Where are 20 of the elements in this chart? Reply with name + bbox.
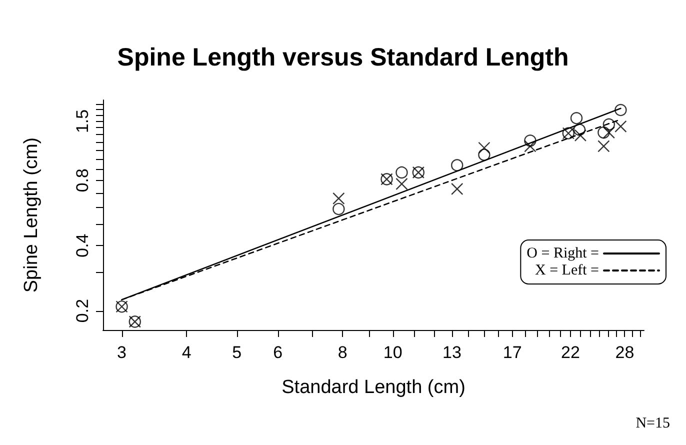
x-tick-label: 8: [338, 343, 348, 362]
y-tick-label: 0.4: [73, 234, 92, 258]
text: N=15: [636, 416, 670, 432]
x-tick-label: 22: [560, 343, 580, 362]
y-axis-title: Spine Length (cm): [21, 137, 42, 293]
y-tick-label: 0.8: [73, 168, 92, 192]
x-tick-label: 4: [182, 343, 192, 362]
y-tick-label: 0.2: [73, 298, 92, 323]
x-tick-label: 13: [442, 343, 462, 362]
legend-label: O = Right =: [526, 246, 599, 262]
y-tick-label: 1.5: [73, 109, 92, 134]
legend-label: X = Left =: [535, 262, 599, 278]
x-tick-label: 6: [273, 343, 283, 362]
x-tick-label: 5: [232, 343, 242, 362]
x-tick-label: 3: [117, 343, 127, 362]
x-tick-label: 28: [615, 343, 634, 362]
x-tick-label: 10: [383, 343, 402, 362]
x-axis-title: Standard Length (cm): [282, 377, 466, 398]
chart-title: Spine Length versus Standard Length: [117, 44, 569, 72]
x-tick-label: 17: [502, 343, 522, 362]
